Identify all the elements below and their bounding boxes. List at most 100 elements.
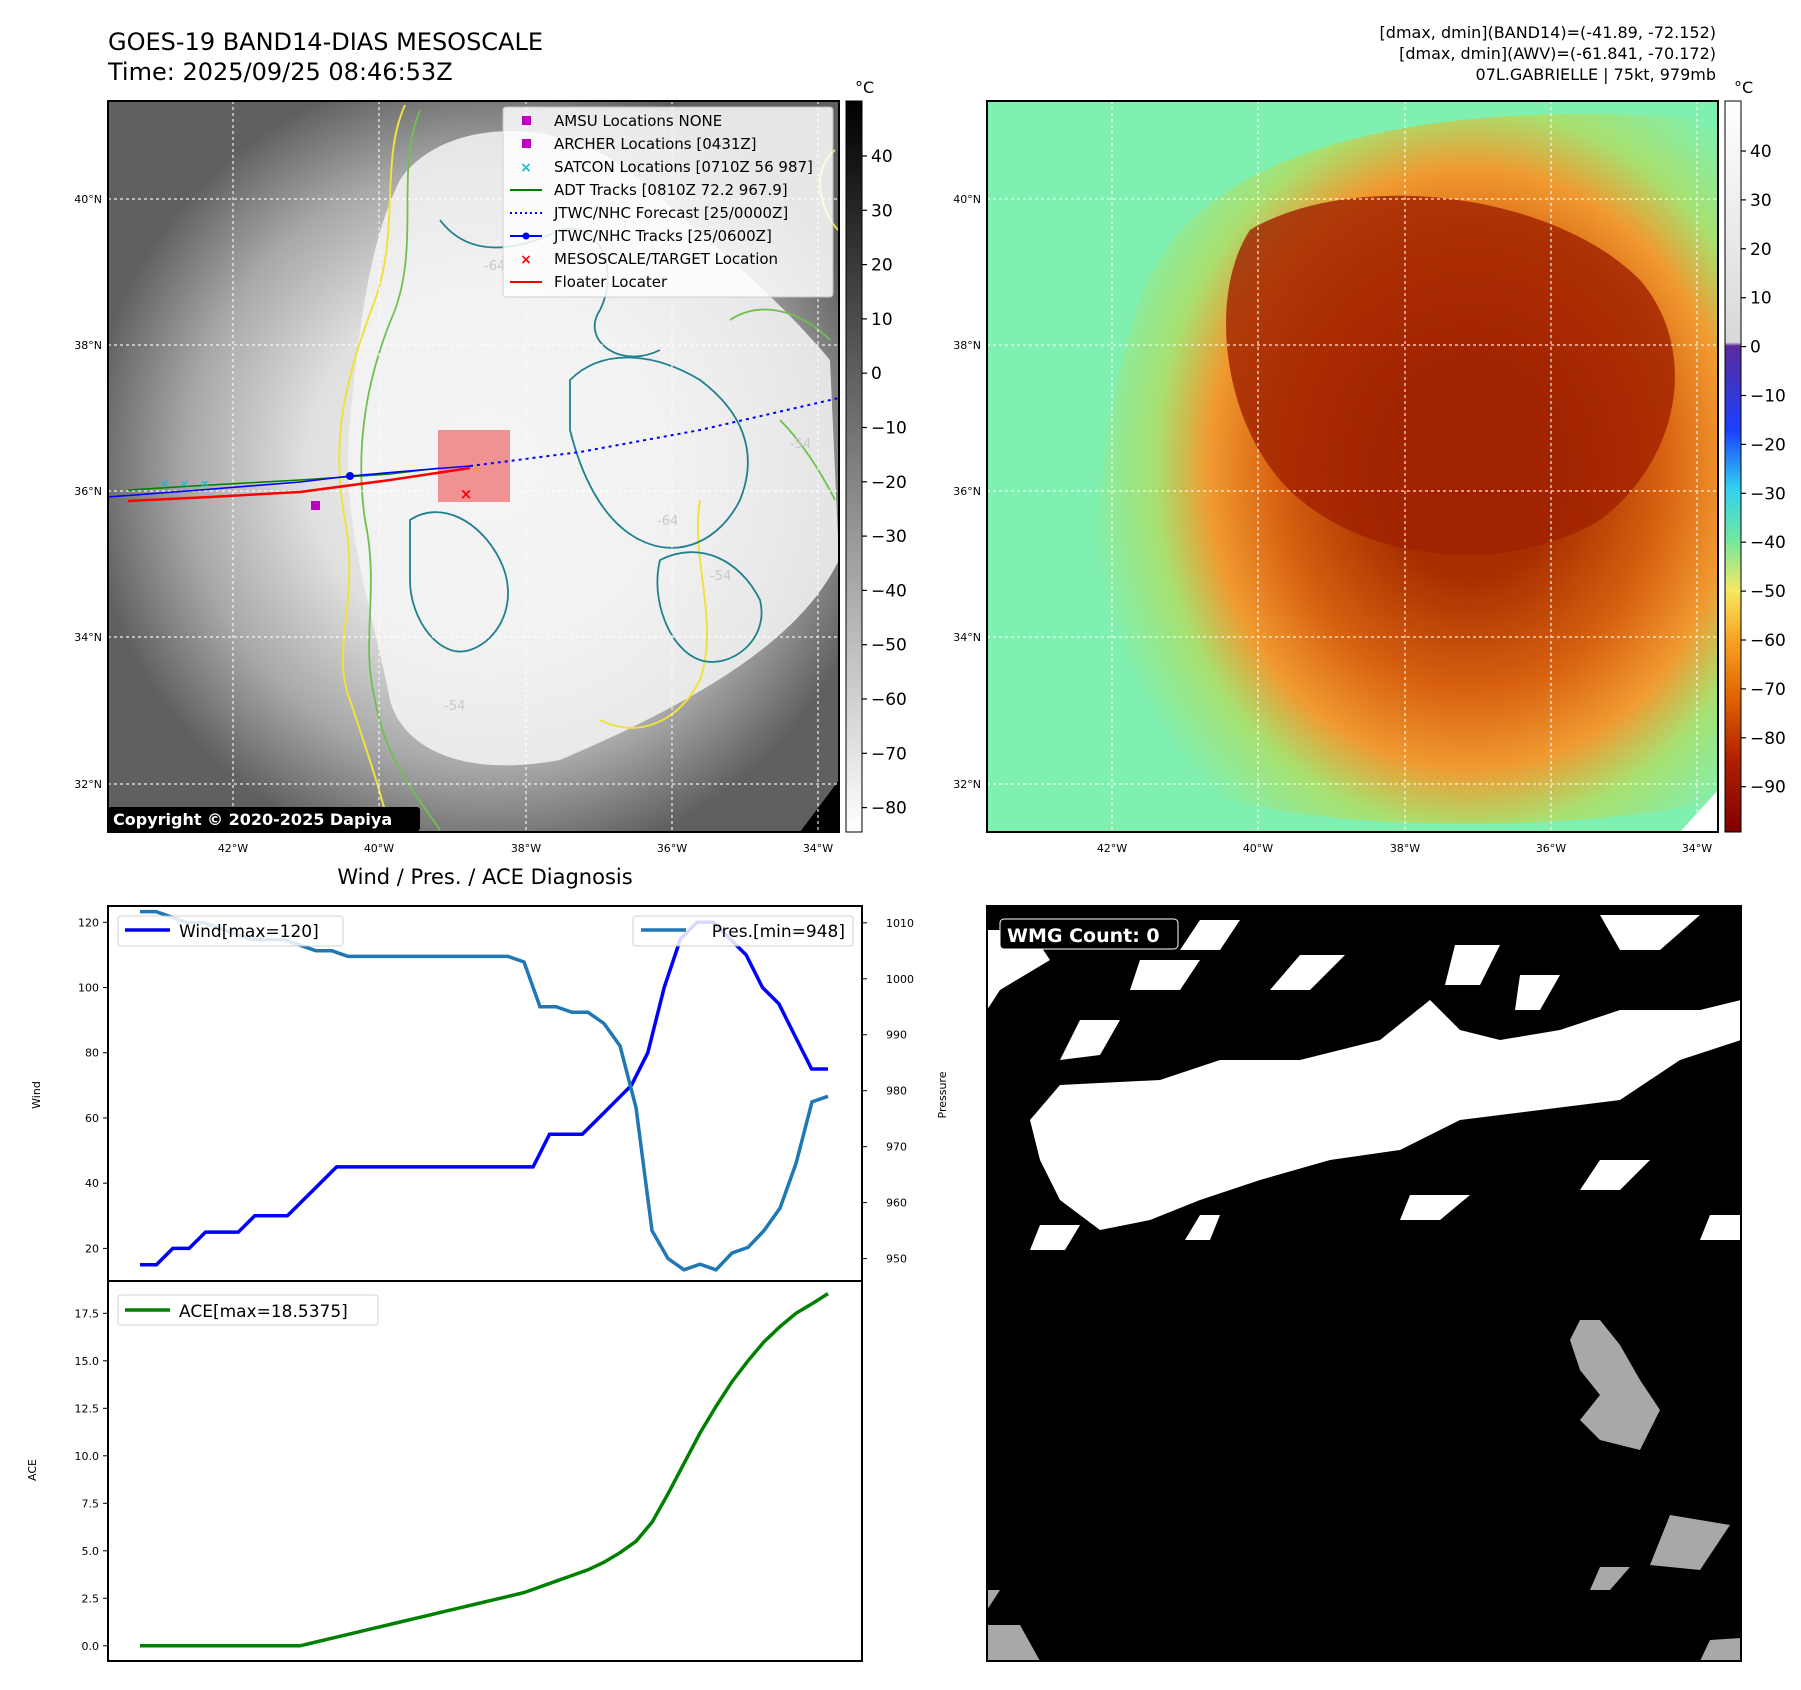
colorbar-tick-label: −10 — [1750, 387, 1786, 407]
lat-label: 32°N — [74, 778, 102, 791]
lat-label: 32°N — [953, 778, 981, 791]
ace-axes — [107, 1280, 863, 1662]
legend-label: ARCHER Locations [0431Z] — [554, 135, 757, 153]
colorbar-tick-label: −30 — [871, 527, 907, 547]
colorbar-tick-label: 10 — [871, 310, 893, 330]
left-colorbar-unit: °C — [855, 78, 874, 97]
pres-legend-box — [632, 915, 854, 947]
y-tick-label: 80 — [85, 1047, 99, 1060]
diagnosis-title: Wind / Pres. / ACE Diagnosis — [337, 865, 632, 889]
legend-entry: ADT Tracks [0810Z 72.2 967.9] — [510, 181, 788, 199]
legend-label: Floater Locater — [554, 273, 668, 291]
colorbar-tick-label: −50 — [871, 636, 907, 656]
archer-location-marker — [311, 501, 320, 510]
contour-label: -54 — [790, 437, 811, 452]
svg-text:×: × — [180, 477, 189, 490]
lon-label: 42°W — [218, 842, 248, 855]
colorbar-tick-label: 30 — [1750, 191, 1772, 211]
y-tick-label: 100 — [78, 982, 99, 995]
legend-label: JTWC/NHC Forecast [25/0000Z] — [553, 204, 788, 222]
lat-label: 34°N — [953, 631, 981, 644]
pressure-ylabel: Pressure — [936, 1071, 949, 1118]
colorbar-tick-label: −60 — [871, 690, 907, 710]
lon-label: 36°W — [657, 842, 687, 855]
right-colorbar-unit: °C — [1734, 78, 1753, 97]
contour-label: -64 — [657, 514, 678, 529]
y-tick-label: 20 — [85, 1242, 99, 1255]
copyright-box — [108, 807, 420, 831]
legend-label: SATCON Locations [0710Z 56 987] — [554, 158, 813, 176]
svg-text:×: × — [520, 160, 532, 176]
y-tick-label: 17.5 — [75, 1307, 100, 1320]
wind-legend-box — [117, 915, 344, 947]
legend-entry: JTWC/NHC Tracks [25/0600Z] — [510, 227, 772, 245]
lat-label: 40°N — [74, 193, 102, 206]
colorbar-tick-label: −80 — [1750, 729, 1786, 749]
lon-label: 34°W — [1682, 842, 1712, 855]
right-map-frame — [986, 100, 1719, 833]
contour-teal-4 — [656, 551, 763, 663]
satcon-markers: × × × — [160, 477, 209, 490]
y-tick-label: 60 — [85, 1112, 99, 1125]
adt-track — [127, 467, 441, 491]
y2-tick-label: 950 — [886, 1253, 907, 1266]
left-map-frame — [107, 100, 840, 833]
lon-label: 40°W — [1243, 842, 1273, 855]
wind-legend: Wind[max=120] — [179, 922, 319, 942]
ace-legend-box — [117, 1294, 379, 1326]
legend-label: ADT Tracks [0810Z 72.2 967.9] — [554, 181, 788, 199]
right-colorbar — [1724, 100, 1742, 833]
lat-label: 34°N — [74, 631, 102, 644]
contour-label: -64 — [484, 259, 505, 274]
lon-label: 36°W — [1536, 842, 1566, 855]
legend-entry: JTWC/NHC Forecast [25/0000Z] — [510, 204, 788, 222]
right-map — [987, 101, 1718, 832]
svg-text:×: × — [200, 477, 209, 490]
colorbar-tick-label: −90 — [1750, 778, 1786, 798]
y2-tick-label: 980 — [886, 1085, 907, 1098]
y-tick-label: 10.0 — [75, 1450, 100, 1463]
copyright-text: Copyright © 2020-2025 Dapiya — [113, 810, 392, 829]
svg-text:×: × — [520, 252, 532, 268]
colorbar-tick-label: 20 — [871, 256, 893, 276]
left-colorbar — [845, 100, 863, 833]
colorbar-tick-label: −30 — [1750, 484, 1786, 504]
colorbar-tick-label: −20 — [1750, 435, 1786, 455]
svg-text:×: × — [160, 477, 169, 490]
ace-legend: ACE[max=18.5375] — [179, 1302, 348, 1322]
jtwc-track-point — [346, 472, 354, 480]
y2-tick-label: 960 — [886, 1197, 907, 1210]
legend-label: JTWC/NHC Tracks [25/0600Z] — [553, 227, 772, 245]
lon-label: 40°W — [364, 842, 394, 855]
legend-label: AMSU Locations NONE — [554, 112, 722, 130]
wind-pres-axes — [107, 905, 863, 1282]
colorbar-tick-label: 40 — [1750, 142, 1772, 162]
contour-label: -54 — [710, 569, 731, 584]
y-tick-label: 7.5 — [82, 1497, 100, 1510]
colorbar-tick-label: −80 — [871, 799, 907, 819]
y-tick-label: 40 — [85, 1177, 99, 1190]
lat-label: 40°N — [953, 193, 981, 206]
colorbar-tick-label: 0 — [871, 364, 882, 384]
legend-entry: Floater Locater — [510, 273, 668, 291]
colorbar-tick-label: 0 — [1750, 338, 1761, 358]
lat-label: 36°N — [74, 485, 102, 498]
lat-label: 38°N — [953, 339, 981, 352]
contour-label: -54 — [444, 699, 465, 714]
y-tick-label: 15.0 — [75, 1355, 100, 1368]
ace-ylabel: ACE — [26, 1459, 39, 1481]
lat-label: 36°N — [953, 485, 981, 498]
y2-tick-label: 990 — [886, 1029, 907, 1042]
pres-legend: Pres.[min=948] — [712, 922, 845, 942]
lon-label: 34°W — [803, 842, 833, 855]
colorbar-tick-label: 40 — [871, 147, 893, 167]
contour-green — [360, 109, 441, 831]
legend-entry: × MESOSCALE/TARGET Location — [520, 250, 778, 268]
lon-label: 38°W — [1390, 842, 1420, 855]
colorbar-tick-label: −50 — [1750, 582, 1786, 602]
y-tick-label: 2.5 — [82, 1592, 100, 1605]
figure-title: GOES-19 BAND14-DIAS MESOSCALE — [108, 28, 543, 56]
legend-label: MESOSCALE/TARGET Location — [554, 250, 778, 268]
colorbar-tick-label: −60 — [1750, 631, 1786, 651]
lat-label: 38°N — [74, 339, 102, 352]
